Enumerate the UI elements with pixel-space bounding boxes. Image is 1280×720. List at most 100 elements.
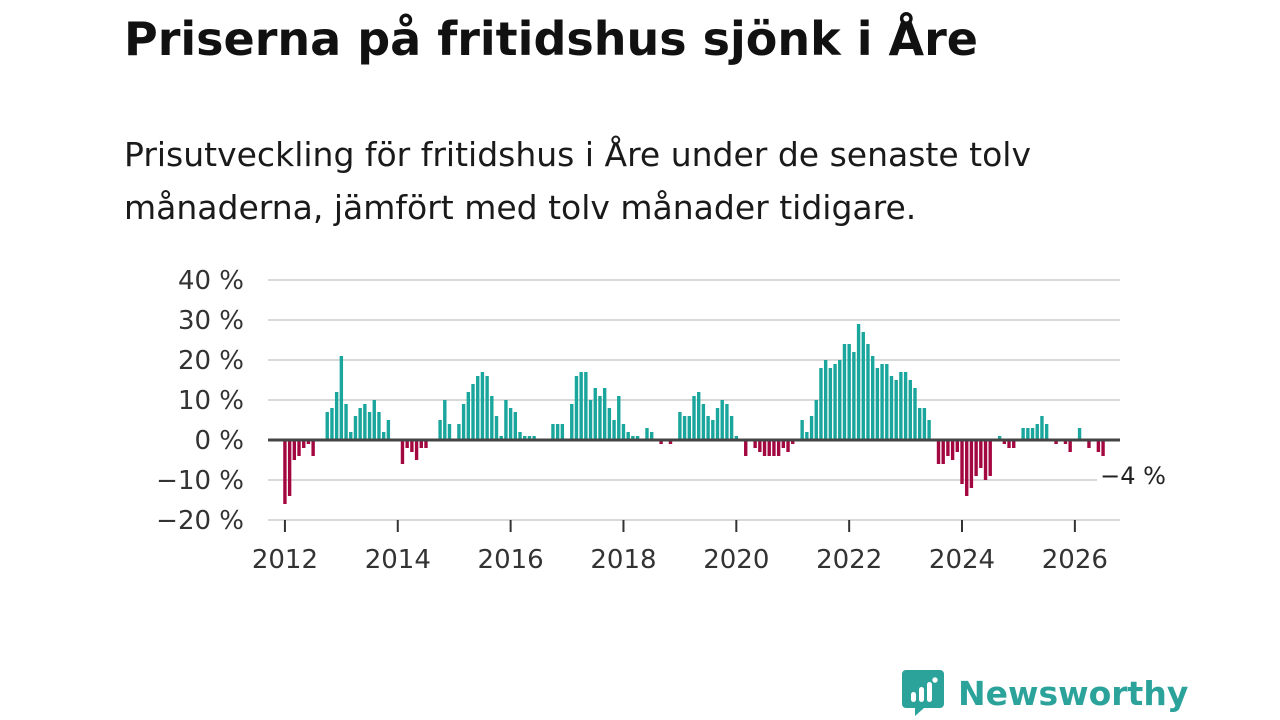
bar [466,392,470,440]
bar [635,436,640,440]
bar [593,388,597,440]
bar [903,372,908,440]
bar [414,440,419,460]
bar [527,436,532,440]
bar [353,416,358,440]
bar [960,440,964,484]
bar [1002,440,1007,444]
bar [866,344,870,440]
bar [339,356,344,440]
bar [870,356,875,440]
bar [701,404,706,440]
x-tick-label: 2016 [478,545,544,575]
bar [480,372,485,440]
bar [950,440,955,460]
bar [588,400,593,440]
bar [889,376,894,440]
bar [936,440,941,464]
bar [833,364,837,440]
bar [612,420,616,440]
y-tick-label: 20 % [178,346,244,376]
bar [377,412,381,440]
bar [447,424,452,440]
bar [734,436,739,440]
bar [913,388,917,440]
brand-name: Newsworthy [958,673,1189,713]
bar [649,432,654,440]
bar [621,424,626,440]
annotation-background [1097,462,1170,492]
bar [372,400,376,440]
bar [725,404,729,440]
bar [659,440,663,444]
bar [668,440,673,444]
bar [508,408,513,440]
bar [918,408,922,440]
bar [786,440,790,452]
bar [697,392,701,440]
bar [626,432,630,440]
bar [1087,440,1091,448]
axes [268,438,1120,532]
bar [513,412,518,440]
bar [424,440,428,448]
bar [715,408,720,440]
bar [358,408,362,440]
y-tick-label: 30 % [178,306,244,336]
y-tick-label: −10 % [156,466,244,496]
bar [523,436,527,440]
y-tick-label: 0 % [194,426,244,456]
bar [678,412,682,440]
bar [823,360,828,440]
bar [861,332,865,440]
x-tick-label: 2012 [252,545,318,575]
bar [1044,424,1049,440]
bar [809,416,814,440]
bar [584,372,588,440]
bar [1030,428,1035,440]
bar [490,396,494,440]
bar [461,404,466,440]
bar [753,440,757,448]
bar [560,424,565,440]
bar [781,440,786,448]
bar [518,432,522,440]
bar [485,376,489,440]
bar [772,440,776,456]
bar [885,364,889,440]
bar [381,432,386,440]
bar [499,436,503,440]
newsworthy-logo-icon [902,670,944,716]
bar [946,440,950,456]
bar [494,416,499,440]
bar [965,440,969,496]
bar [988,440,992,476]
bar [1012,440,1016,448]
bar [1021,428,1025,440]
bars [283,324,1105,504]
bar [476,376,480,440]
bar [997,436,1002,440]
bar [570,404,574,440]
bar [363,404,367,440]
bar [602,388,607,440]
bar [776,440,781,456]
y-tick-label: −20 % [156,506,244,536]
bar [1054,440,1058,444]
bar-chart: 40 % 30 % 20 % 10 % 0 % −10 % −20 % 2012 2014 201… [156,266,1170,575]
bar [504,400,508,440]
bar [814,400,818,440]
x-tick-label: 2026 [1042,545,1108,575]
bar [551,424,555,440]
bar [687,416,691,440]
bar [852,352,856,440]
bar [1077,428,1082,440]
bar [283,440,287,504]
last-value-annotation: −4 % [1100,462,1166,490]
x-tick-label: 2014 [365,545,431,575]
bar [344,404,348,440]
bar [969,440,974,488]
bar [1096,440,1101,452]
bar [311,440,315,456]
bar [457,424,461,440]
